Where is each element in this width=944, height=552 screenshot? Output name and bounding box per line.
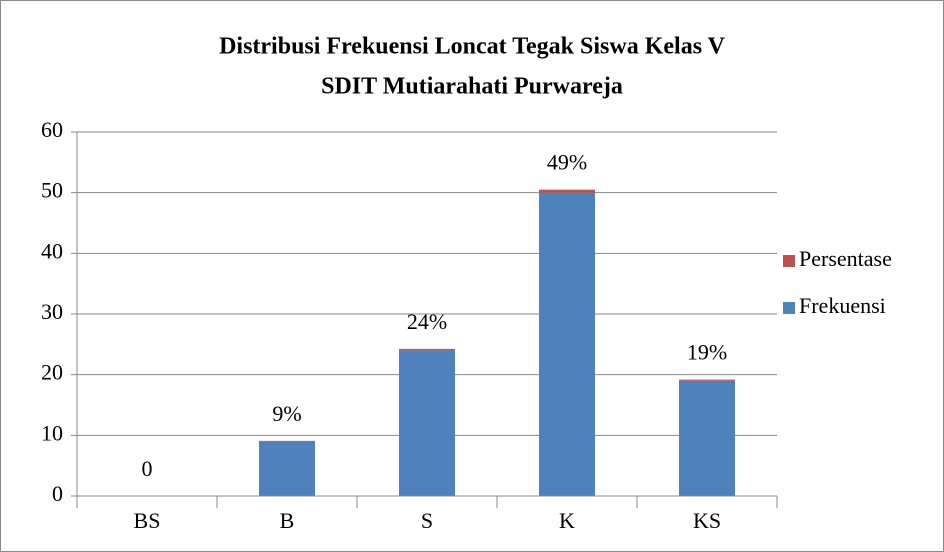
data-label: 9% xyxy=(272,401,301,426)
x-tick-label: BS xyxy=(134,508,161,533)
x-tick-label: B xyxy=(280,508,295,533)
bar-segment xyxy=(539,189,595,193)
data-label: 0 xyxy=(142,456,153,481)
y-tick-label: 30 xyxy=(41,299,63,324)
bar-segment xyxy=(259,441,315,496)
legend-label: Persentase xyxy=(799,246,892,271)
bar-segment xyxy=(539,192,595,496)
data-label: 49% xyxy=(547,150,587,175)
legend-swatch xyxy=(783,302,795,314)
y-tick-label: 20 xyxy=(41,360,63,385)
y-tick-label: 0 xyxy=(52,481,63,506)
data-label: 19% xyxy=(687,340,727,365)
x-tick-label: KS xyxy=(693,508,721,533)
bar-segment xyxy=(679,380,735,496)
bar-segment xyxy=(399,348,455,351)
legend-label: Frekuensi xyxy=(799,293,886,318)
bar-segment xyxy=(399,350,455,496)
y-tick-label: 40 xyxy=(41,238,63,263)
legend-swatch xyxy=(783,255,795,267)
bar-segment xyxy=(679,379,735,381)
y-tick-label: 60 xyxy=(41,117,63,142)
y-tick-label: 10 xyxy=(41,420,63,445)
data-label: 24% xyxy=(407,309,447,334)
chart-title: Distribusi Frekuensi Loncat Tegak Siswa … xyxy=(219,34,726,60)
bar-segment xyxy=(259,440,315,442)
chart-title: SDIT Mutiarahati Purwareja xyxy=(321,74,623,100)
x-tick-label: S xyxy=(421,508,433,533)
y-tick-label: 50 xyxy=(41,178,63,203)
x-tick-label: K xyxy=(559,508,575,533)
